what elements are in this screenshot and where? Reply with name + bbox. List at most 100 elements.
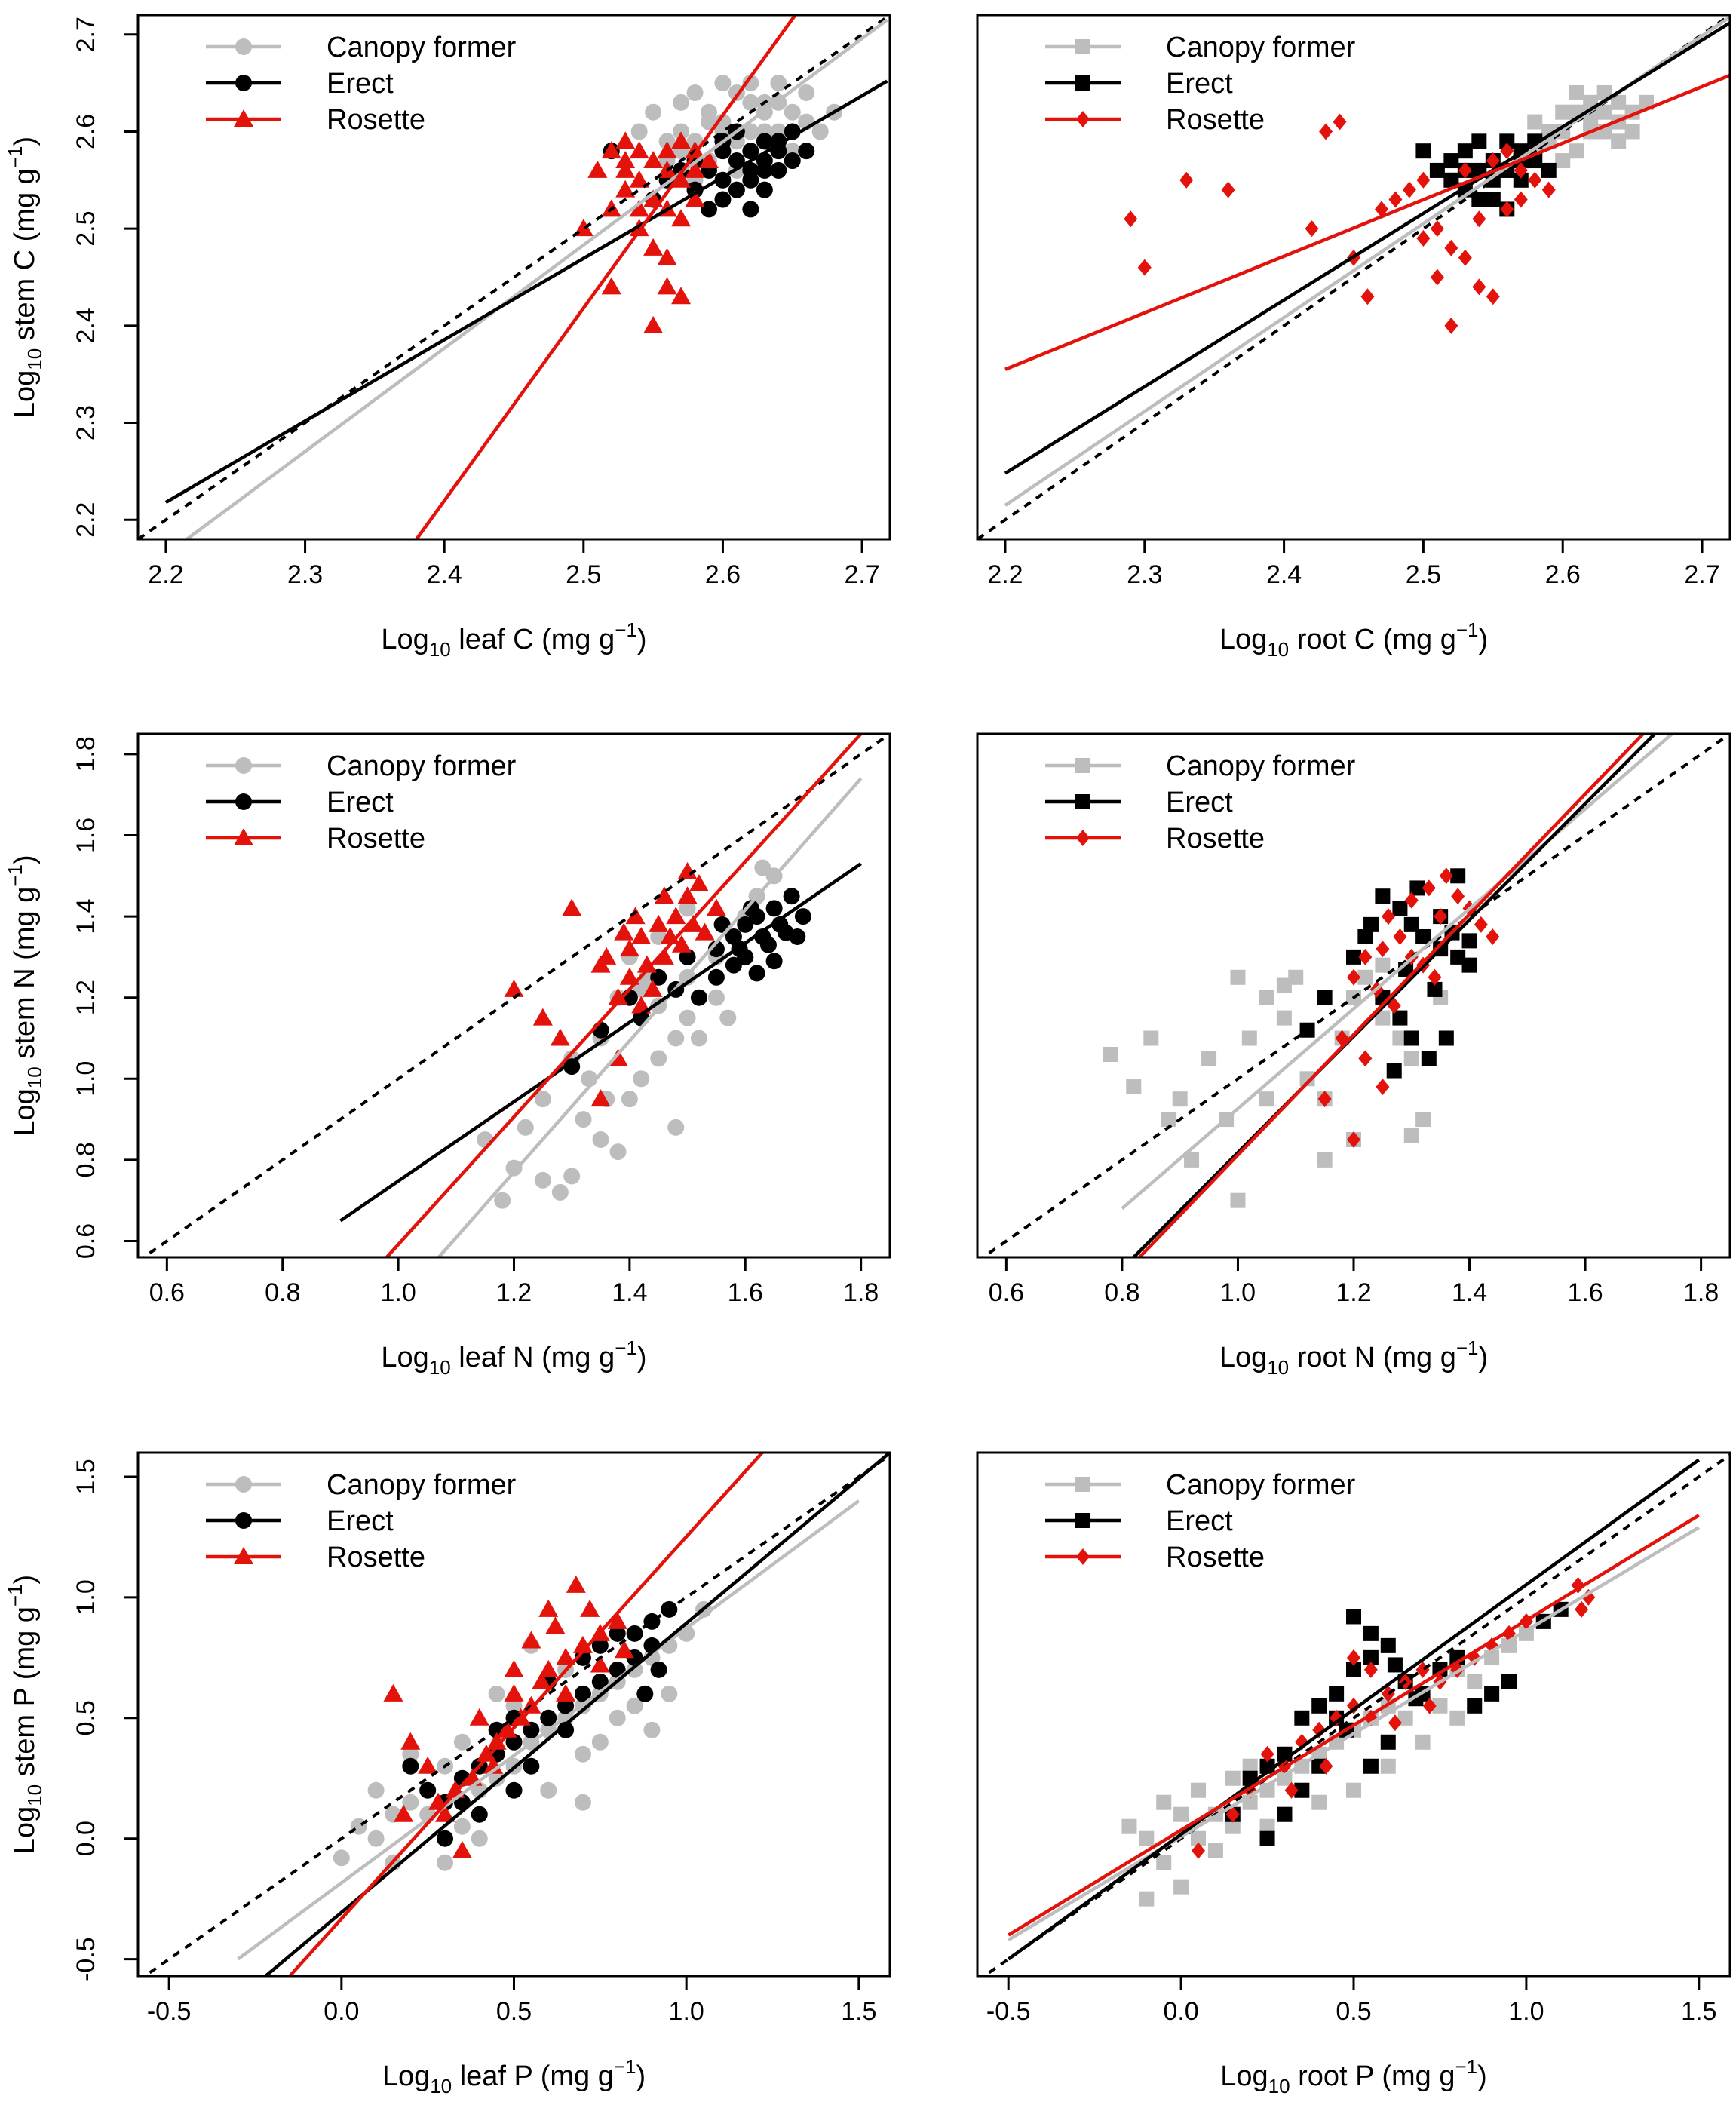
legend-marker-rosette: [1076, 830, 1090, 846]
data-point-canopy-former: [630, 123, 648, 140]
data-point-rosette: [615, 131, 636, 149]
fit-line-canopy-former: [186, 18, 888, 539]
data-point-canopy-former: [367, 1830, 385, 1847]
data-points: [1124, 84, 1655, 334]
data-point-erect: [1329, 1686, 1345, 1702]
data-point-canopy-former: [1611, 94, 1627, 110]
data-point-rosette: [1474, 916, 1488, 933]
data-point-canopy-former: [667, 1030, 685, 1047]
legend-label-erect: Erect: [1166, 787, 1233, 818]
data-point-canopy-former: [1230, 969, 1246, 985]
data-point-rosette: [666, 907, 686, 925]
data-point-rosette: [1363, 1661, 1378, 1678]
data-point-erect: [765, 953, 783, 970]
data-point-rosette: [1260, 1745, 1274, 1763]
y-axis-title: Log10 stem C (mg g−1): [4, 137, 46, 418]
legend-label-canopy-former: Canopy former: [327, 750, 517, 782]
legend-marker-rosette: [234, 1547, 253, 1564]
data-point-erect: [574, 1685, 591, 1702]
data-point-erect: [1461, 957, 1477, 973]
data-point-erect: [557, 1697, 575, 1714]
data-point-rosette: [1347, 968, 1360, 986]
x-tick-label: 2.2: [148, 560, 183, 589]
y-tick-label: 1.4: [72, 898, 100, 934]
y-tick-label: 1.0: [72, 1579, 100, 1615]
data-point-erect: [765, 900, 783, 917]
legend-marker-canopy-former: [1075, 39, 1090, 54]
data-point-canopy-former: [798, 84, 815, 101]
data-point-rosette: [685, 160, 705, 178]
data-point-rosette: [1305, 220, 1319, 238]
data-point-rosette: [654, 886, 674, 904]
chart-panel-root-nitrogen: 0.6 0.8 1.0 1.2 1.4 1.6 1.8 Log10 root N (mg g−…: [976, 732, 1731, 1379]
legend-label-erect: Erect: [1166, 68, 1233, 100]
legend-label-canopy-former: Canopy former: [327, 32, 517, 63]
data-point-erect: [1363, 1625, 1379, 1641]
data-point-erect: [742, 900, 759, 917]
data-point-rosette: [545, 1616, 566, 1634]
data-point-rosette: [1444, 317, 1458, 334]
data-point-erect: [1311, 1698, 1327, 1714]
data-point-canopy-former: [540, 1781, 557, 1799]
legend-label-canopy-former: Canopy former: [1166, 1469, 1356, 1501]
data-point-rosette: [643, 315, 664, 333]
data-point-rosette: [1347, 1131, 1360, 1148]
data-point-rosette: [657, 141, 677, 159]
data-point-rosette: [671, 209, 692, 227]
data-point-canopy-former: [679, 900, 696, 917]
fit-line-erect: [1007, 1458, 1701, 1961]
data-point-rosette: [615, 160, 636, 178]
data-point-canopy-former: [707, 989, 725, 1006]
identity-line: [980, 734, 1730, 1257]
x-tick-label: 1.6: [1567, 1278, 1603, 1307]
data-point-rosette: [695, 922, 715, 941]
data-point-erect: [794, 908, 811, 925]
data-point-rosette: [629, 199, 649, 217]
data-point-rosette: [1486, 152, 1500, 170]
data-point-canopy-former: [1225, 1818, 1241, 1834]
data-point-canopy-former: [1259, 1091, 1274, 1107]
fit-line-rosette: [1008, 1514, 1700, 1937]
legend-label-rosette: Rosette: [1166, 823, 1265, 855]
y-tick-label: 0.6: [72, 1223, 100, 1259]
data-point-rosette: [486, 1732, 507, 1750]
x-tick-label: 1.2: [1336, 1278, 1371, 1307]
data-point-canopy-former: [661, 1685, 678, 1702]
plot-frame: [136, 14, 891, 541]
data-point-canopy-former: [714, 75, 732, 92]
x-axis-title: Log10 leaf N (mg g−1): [381, 1336, 646, 1379]
data-point-canopy-former: [1230, 1192, 1246, 1208]
data-point-erect: [1346, 1609, 1361, 1625]
data-point-canopy-former: [686, 84, 704, 101]
data-point-rosette: [671, 287, 692, 305]
data-point-canopy-former: [1139, 1891, 1155, 1907]
data-point-canopy-former: [1184, 1152, 1200, 1168]
data-point-rosette: [532, 1671, 552, 1689]
data-point-rosette: [683, 914, 704, 932]
data-point-canopy-former: [1276, 977, 1292, 993]
legend: Canopy former Erect Rosette: [1045, 1469, 1356, 1573]
data-point-erect: [1346, 1662, 1361, 1677]
data-point-erect: [1415, 928, 1431, 944]
data-point-rosette: [677, 886, 698, 904]
data-point-rosette: [625, 907, 646, 925]
data-point-canopy-former: [1392, 1030, 1408, 1046]
data-point-erect: [563, 1058, 581, 1076]
data-point-canopy-former: [645, 103, 662, 121]
data-point-rosette: [671, 131, 692, 149]
data-point-rosette: [435, 1804, 455, 1822]
x-tick-label: 0.8: [1104, 1278, 1139, 1307]
data-point-canopy-former: [1375, 1010, 1391, 1026]
legend: Canopy former Erect Rosette: [206, 750, 517, 855]
data-point-canopy-former: [471, 1830, 488, 1847]
y-tick-label: 1.0: [72, 1061, 100, 1097]
data-point-erect: [1471, 133, 1487, 149]
data-point-canopy-former: [770, 75, 787, 92]
data-point-rosette: [1393, 928, 1407, 945]
data-point-canopy-former: [1276, 1010, 1292, 1026]
x-tick-label: 0.0: [324, 1997, 359, 2026]
data-point-rosette: [1284, 1781, 1299, 1799]
legend: Canopy former Erect Rosette: [1045, 750, 1356, 855]
data-point-rosette: [706, 898, 726, 916]
legend: Canopy former Erect Rosette: [206, 1469, 517, 1573]
